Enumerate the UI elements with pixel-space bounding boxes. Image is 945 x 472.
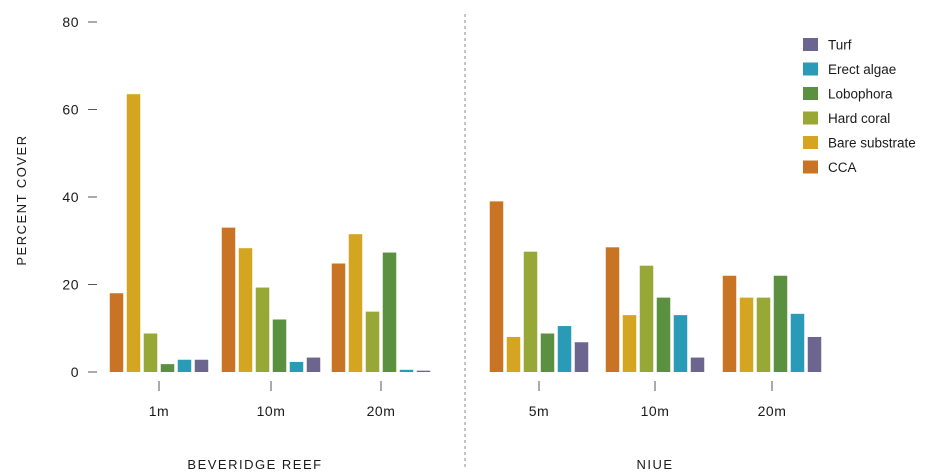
bar-turf — [574, 342, 589, 372]
x-axis: 1m 10m 20m BEVERIDGE REEF 5m 10m 20m NIUE — [149, 381, 787, 472]
legend-label: CCA — [828, 160, 857, 175]
legend-swatch-lobophora — [803, 87, 818, 100]
y-tick-label: 80 — [62, 14, 79, 30]
legend-label: Lobophora — [828, 87, 893, 102]
group-label: NIUE — [636, 457, 673, 472]
bar-hard-coral — [523, 251, 538, 372]
legend-label: Erect algae — [828, 62, 896, 77]
bar-turf — [690, 357, 705, 372]
bar-cca — [722, 275, 737, 372]
bar-lobophora — [382, 252, 397, 372]
x-tick-label: 5m — [529, 403, 549, 419]
group-label: BEVERIDGE REEF — [187, 457, 322, 472]
bar-cca — [489, 201, 504, 372]
bar-bare-substrate — [238, 248, 253, 372]
bar-hard-coral — [639, 265, 654, 372]
bar-lobophora — [656, 297, 671, 372]
bar-bare-substrate — [622, 315, 637, 372]
bar-erect-algae — [399, 369, 414, 372]
legend-swatch-turf — [803, 38, 818, 51]
bar-lobophora — [272, 319, 287, 372]
bar-cca — [109, 293, 124, 372]
legend-label: Bare substrate — [828, 136, 916, 151]
bar-turf — [194, 359, 209, 372]
bar-erect-algae — [289, 361, 304, 372]
y-tick-label: 60 — [62, 102, 79, 118]
legend-swatch-hard-coral — [803, 111, 818, 125]
y-axis: 0 20 40 60 80 — [62, 14, 97, 380]
legend-swatch-erect-algae — [803, 62, 818, 76]
bar-bare-substrate — [506, 337, 521, 372]
bar-cca — [221, 227, 236, 372]
bar-hard-coral — [143, 333, 158, 372]
bar-hard-coral — [255, 287, 270, 372]
bar-turf — [306, 357, 321, 372]
bar-erect-algae — [673, 315, 688, 372]
bar-erect-algae — [790, 313, 805, 372]
bar-bare-substrate — [739, 297, 754, 372]
bar-hard-coral — [756, 297, 771, 372]
x-tick-label: 20m — [367, 403, 396, 419]
y-tick-label: 0 — [71, 364, 79, 380]
bar-cca — [605, 247, 620, 372]
legend-label: Hard coral — [828, 111, 890, 126]
y-tick-label: 20 — [62, 277, 79, 293]
bars — [109, 94, 822, 372]
bar-lobophora — [160, 364, 175, 372]
legend: Turf Erect algae Lobophora Hard coral Bare s… — [803, 38, 916, 175]
y-tick-label: 40 — [62, 189, 79, 205]
bar-lobophora — [540, 333, 555, 372]
legend-label: Turf — [828, 38, 852, 53]
bar-cca — [331, 263, 346, 372]
y-axis-title: PERCENT COVER — [14, 134, 29, 265]
x-tick-label: 20m — [758, 403, 787, 419]
bar-turf — [807, 337, 822, 372]
bar-bare-substrate — [348, 234, 363, 372]
legend-swatch-bare-substrate — [803, 136, 818, 149]
legend-swatch-cca — [803, 160, 818, 174]
bar-hard-coral — [365, 311, 380, 372]
bar-erect-algae — [177, 359, 192, 372]
bar-bare-substrate — [126, 94, 141, 372]
bar-erect-algae — [557, 326, 572, 372]
x-tick-label: 10m — [257, 403, 286, 419]
bar-turf — [416, 370, 431, 372]
bar-lobophora — [773, 275, 788, 372]
x-tick-label: 1m — [149, 403, 169, 419]
x-tick-label: 10m — [641, 403, 670, 419]
